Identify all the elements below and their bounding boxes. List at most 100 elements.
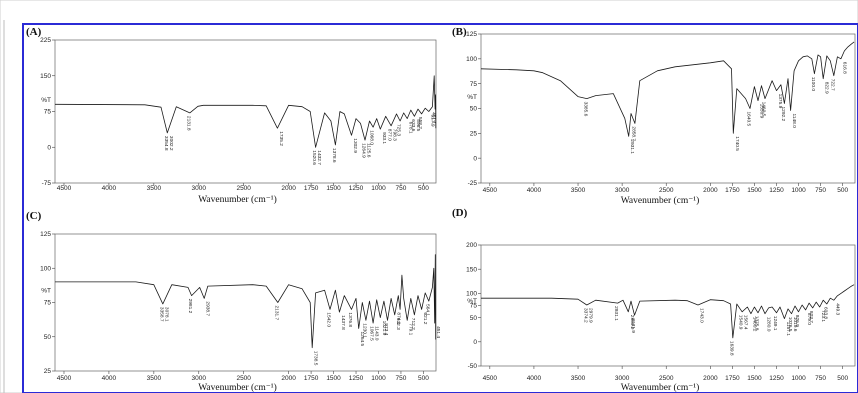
y-tick-label: 125 — [40, 231, 51, 238]
panel-label: (D) — [452, 207, 468, 219]
x-tick-label: 4500 — [57, 185, 72, 192]
spectrum-line — [481, 284, 855, 339]
x-tick-label: 500 — [418, 185, 429, 192]
x-tick-label: 1250 — [769, 375, 784, 382]
peak-label: 722.7 — [829, 79, 835, 91]
x-tick-label: 750 — [815, 375, 826, 382]
x-tick-label: 1000 — [371, 375, 386, 382]
y-tick-label: %T — [467, 94, 477, 101]
y-tick-label: -25 — [468, 180, 478, 187]
peak-label: 2981.2 — [187, 299, 193, 314]
spectrum-line — [55, 254, 437, 349]
y-tick-label: 100 — [40, 265, 51, 272]
x-tick-label: 1000 — [791, 375, 806, 382]
peak-label: 798.3 — [392, 129, 398, 141]
peak-label: 451.4 — [435, 326, 441, 338]
peak-label: 1125.6 — [366, 143, 372, 158]
y-tick-label: 100 — [466, 291, 477, 298]
peak-label: 1375.9 — [777, 94, 783, 109]
peak-label: 633.6 — [410, 119, 416, 131]
peak-label: 517.9 — [429, 115, 435, 127]
peak-label: 1437.8 — [340, 315, 346, 330]
peak-label: 1460.2 — [751, 317, 757, 332]
x-tick-label: 1500 — [326, 375, 341, 382]
peak-label: 558.2 — [417, 117, 423, 129]
x-tick-label: 4000 — [527, 375, 542, 382]
x-tick-label: 3000 — [615, 375, 630, 382]
y-tick-label: %T — [41, 287, 51, 294]
peak-label: 2131.9 — [630, 318, 636, 333]
panel-label: (A) — [26, 26, 42, 38]
x-tick-label: 1250 — [769, 187, 784, 194]
x-tick-label: 750 — [396, 375, 407, 382]
y-tick-label: 100 — [466, 56, 477, 63]
x-tick-label: 4500 — [57, 375, 72, 382]
peak-label: 1264.9 — [361, 143, 367, 158]
peak-label: 678.1 — [408, 122, 414, 134]
peak-label: 3002.2 — [168, 136, 174, 151]
x-tick-label: 3000 — [192, 375, 207, 382]
peak-label: 932.3 — [395, 318, 401, 330]
x-tick-label: 3000 — [615, 187, 630, 194]
y-tick-label: 75 — [470, 81, 478, 88]
x-tick-label: 2500 — [659, 375, 674, 382]
peak-label: 1432.7 — [316, 150, 322, 165]
peak-label: 1249.1 — [772, 316, 778, 331]
x-tick-label: 2000 — [281, 185, 296, 192]
peak-label: 933.1 — [381, 132, 387, 144]
peak-label: 1740.5 — [734, 136, 740, 151]
peak-label: 723.1 — [820, 310, 826, 322]
peak-label: 1280.0 — [766, 317, 772, 332]
peak-label: 1460.5 — [761, 102, 767, 117]
peak-label: 877.0 — [387, 129, 393, 141]
peak-label: 725.3 — [396, 124, 402, 136]
x-tick-label: 1500 — [326, 185, 341, 192]
peak-label: 1567.4 — [743, 315, 749, 330]
spectrum-line — [54, 75, 437, 148]
peak-label: 1520.6 — [311, 150, 317, 165]
peak-label: 2979.9 — [587, 308, 593, 323]
y-tick-label: 125 — [466, 31, 477, 38]
y-tick-label: 225 — [40, 37, 51, 44]
peak-label: 3374.2 — [582, 308, 588, 323]
peak-label: 1292.2 — [780, 107, 786, 122]
peak-label: 2931.1 — [629, 139, 635, 154]
peak-label: 1019.6 — [792, 317, 798, 332]
y-tick-label: 50 — [470, 315, 478, 322]
peak-label: 621.2 — [422, 312, 428, 324]
x-tick-label: 750 — [815, 187, 826, 194]
x-tick-label: 1000 — [791, 187, 806, 194]
y-tick-label: 200 — [466, 242, 477, 249]
peak-label: 1376.8 — [347, 312, 353, 327]
peak-label: 1148.0 — [791, 114, 797, 129]
x-tick-label: 2500 — [236, 375, 251, 382]
y-tick-label: 25 — [44, 368, 52, 375]
x-tick-label: 500 — [837, 187, 848, 194]
x-tick-label: 1750 — [304, 185, 319, 192]
peak-label: 1738.5 — [313, 351, 319, 366]
x-tick-label: 3500 — [147, 375, 162, 382]
peak-label: 926.9 — [794, 315, 800, 327]
x-tick-label: 2000 — [703, 187, 718, 194]
x-tick-label: 4000 — [527, 187, 542, 194]
peak-label: 2131.8 — [185, 116, 191, 131]
peak-label: 564.1 — [424, 304, 430, 316]
peak-label: 803.7 — [808, 311, 814, 323]
peak-label: 973.4 — [383, 323, 389, 335]
peak-label: 1264.5 — [359, 332, 365, 347]
y-tick-label: 150 — [466, 266, 477, 273]
peak-label: 1540.9 — [738, 315, 744, 330]
x-tick-label: 1250 — [349, 185, 364, 192]
peak-label: 1735.2 — [278, 131, 284, 146]
y-tick-label: 0 — [47, 144, 51, 151]
peak-label: 1639.8 — [728, 341, 734, 356]
x-tick-label: 2000 — [281, 375, 296, 382]
peak-label: 874.1 — [396, 312, 402, 324]
ftir-panel-2: (B) 125 100 75 %T 50 25 0 -25 4500 4000 3500 3000 250… — [452, 26, 856, 206]
peak-label: 1076.5 — [787, 317, 793, 332]
peak-label: 603.8 — [822, 307, 828, 319]
peak-label: 712.2 — [410, 318, 416, 330]
peak-label: 1230.1 — [361, 323, 367, 338]
x-axis-title: Wavenumber (cm⁻¹) — [198, 194, 277, 205]
